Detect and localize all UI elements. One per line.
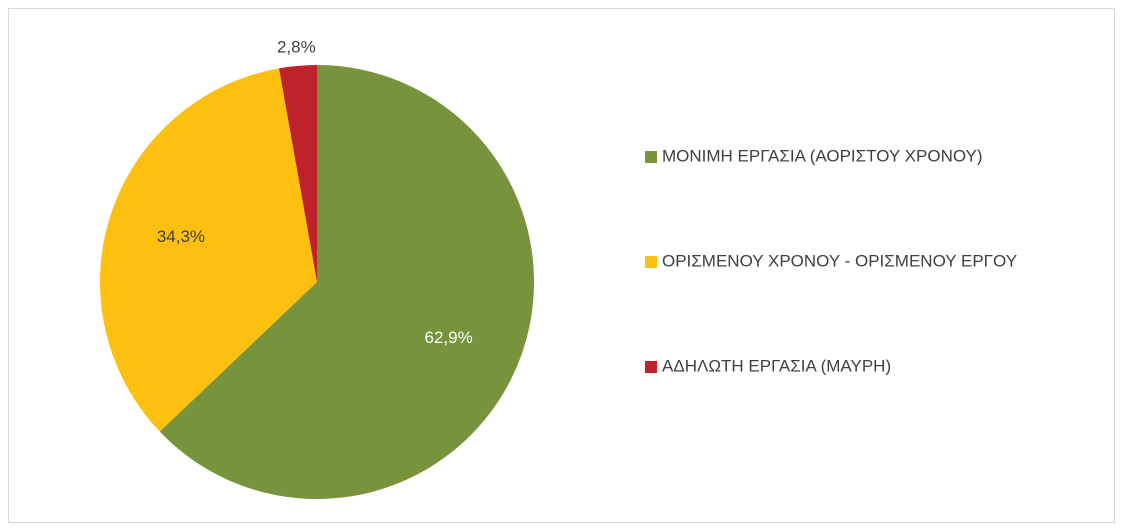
data-label: 2,8% <box>277 37 316 56</box>
legend-label: ΟΡΙΣΜΕΝΟΥ ΧΡΟΝΟΥ - ΟΡΙΣΜΕΝΟΥ ΕΡΓΟΥ <box>662 251 1017 270</box>
data-label: 62,9% <box>425 328 473 347</box>
legend-swatch <box>645 256 657 268</box>
legend-swatch <box>645 361 657 373</box>
legend-swatch <box>645 151 657 163</box>
pie-slice <box>99 68 318 432</box>
legend-label: ΑΔΗΛΩΤΗ ΕΡΓΑΣΙΑ (ΜΑΥΡΗ) <box>662 356 891 375</box>
data-label: 34,3% <box>157 227 205 246</box>
pie-slice <box>279 65 317 282</box>
pie-slice <box>159 65 534 499</box>
legend-label: ΜΟΝΙΜΗ ΕΡΓΑΣΙΑ (ΑΟΡΙΣΤΟΥ ΧΡΟΝΟΥ) <box>662 146 983 165</box>
